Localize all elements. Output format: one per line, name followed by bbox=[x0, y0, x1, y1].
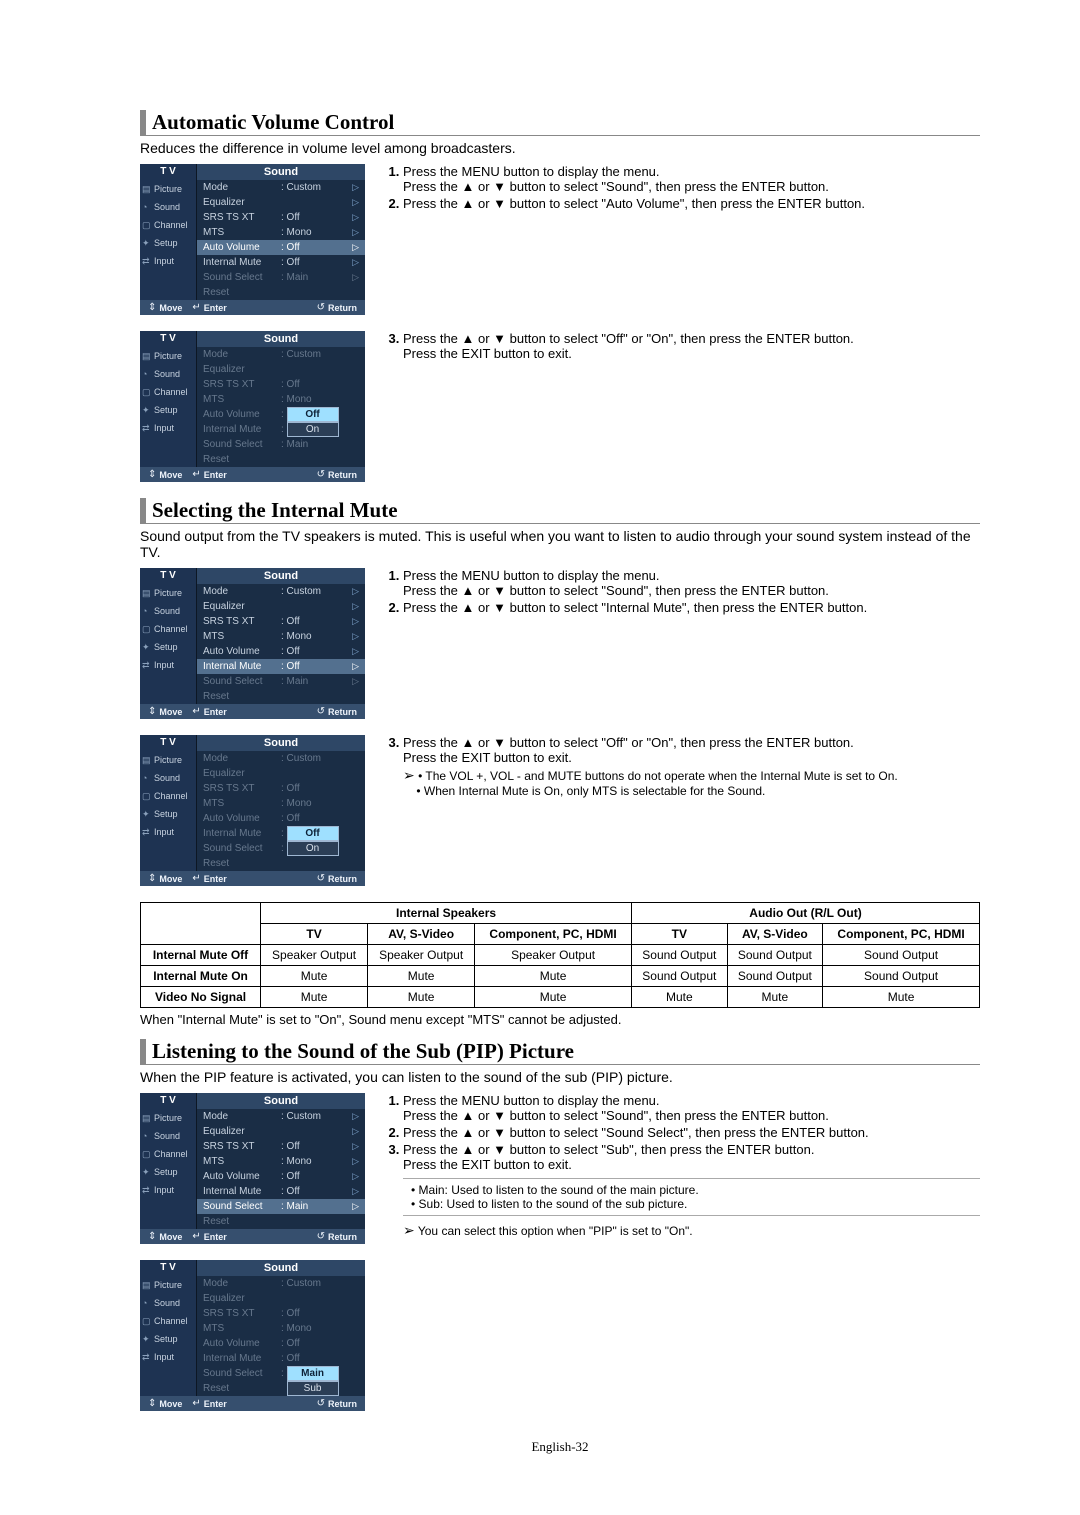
osd-side-channel: Channel bbox=[140, 216, 196, 234]
section-title-pip: Listening to the Sound of the Sub (PIP) … bbox=[140, 1039, 980, 1065]
osd-internal-mute-list: T VSound Picture Sound Channel Setup Inp… bbox=[140, 568, 365, 727]
table-row: Internal Mute On MuteMuteMute Sound Outp… bbox=[141, 966, 980, 987]
section-subtitle-pip: When the PIP feature is activated, you c… bbox=[140, 1069, 980, 1085]
section-title-internal-mute: Selecting the Internal Mute bbox=[140, 498, 980, 524]
instructions-auto-volume-1: Press the MENU button to display the men… bbox=[385, 164, 980, 323]
osd-side-sound: Sound bbox=[140, 198, 196, 216]
osd-row-internal-mute: Internal Mute: Off▷ bbox=[197, 659, 365, 674]
note-arrow-icon: ➢ bbox=[403, 767, 415, 783]
option-off: Off bbox=[287, 826, 339, 841]
osd-pip-list: T VSound Picture Sound Channel Setup Inp… bbox=[140, 1093, 365, 1252]
table-head-internal: Internal Speakers bbox=[261, 903, 632, 924]
option-off: Off bbox=[287, 407, 339, 422]
return-icon: ↺ bbox=[317, 302, 325, 313]
section-title-auto-volume: Automatic Volume Control bbox=[140, 110, 980, 136]
osd-row-sound-select: Sound Select: Main▷ bbox=[197, 1199, 365, 1214]
osd-rows: Mode: Custom▷ Equalizer▷ SRS TS XT: Off▷… bbox=[197, 180, 365, 300]
table-row: Internal Mute Off Speaker OutputSpeaker … bbox=[141, 945, 980, 966]
osd-auto-volume-options: T V Sound Picture Sound Channel Setup In… bbox=[140, 331, 365, 490]
note-block-pip: • Main: Used to listen to the sound of t… bbox=[403, 1178, 980, 1216]
instructions-pip-1: Press the MENU button to display the men… bbox=[385, 1093, 980, 1252]
osd-side-setup: Setup bbox=[140, 234, 196, 252]
instructions-internal-mute-2: Press the ▲ or ▼ button to select "Off" … bbox=[385, 735, 980, 894]
osd-side-input: Input bbox=[140, 252, 196, 270]
note-arrow-icon: ➢ bbox=[403, 1222, 415, 1238]
osd-sidebar: Picture Sound Channel Setup Input bbox=[140, 180, 197, 300]
osd-row-auto-volume: Auto Volume: Off▷ bbox=[197, 240, 365, 255]
section-subtitle-auto-volume: Reduces the difference in volume level a… bbox=[140, 140, 980, 156]
table-head-audio-out: Audio Out (R/L Out) bbox=[632, 903, 980, 924]
osd-tv-label: T V bbox=[140, 164, 197, 180]
osd-pip-options: T VSound Picture Sound Channel Setup Inp… bbox=[140, 1260, 365, 1419]
osd-auto-volume-list: T V Sound Picture Sound Channel Setup In… bbox=[140, 164, 365, 323]
instructions-auto-volume-2: Press the ▲ or ▼ button to select "Off" … bbox=[385, 331, 980, 490]
move-icon: ⇕ bbox=[148, 302, 156, 313]
table-footnote: When "Internal Mute" is set to "On", Sou… bbox=[140, 1012, 980, 1027]
page-footer: English-32 bbox=[140, 1439, 980, 1455]
section-subtitle-internal-mute: Sound output from the TV speakers is mut… bbox=[140, 528, 980, 560]
option-on: On bbox=[287, 841, 339, 856]
mute-output-table: Internal Speakers Audio Out (R/L Out) TV… bbox=[140, 902, 980, 1008]
enter-icon: ↵ bbox=[192, 302, 200, 313]
osd-side-picture: Picture bbox=[140, 180, 196, 198]
option-on: On bbox=[287, 422, 339, 437]
instructions-internal-mute-1: Press the MENU button to display the men… bbox=[385, 568, 980, 727]
osd-internal-mute-options: T VSound Picture Sound Channel Setup Inp… bbox=[140, 735, 365, 894]
table-row: Video No Signal MuteMuteMute MuteMuteMut… bbox=[141, 987, 980, 1008]
osd-title: Sound bbox=[197, 164, 365, 180]
option-sub: Sub bbox=[287, 1381, 339, 1396]
option-main: Main bbox=[287, 1366, 339, 1381]
osd-footer: ⇕Move ↵Enter ↺Return bbox=[140, 300, 365, 315]
